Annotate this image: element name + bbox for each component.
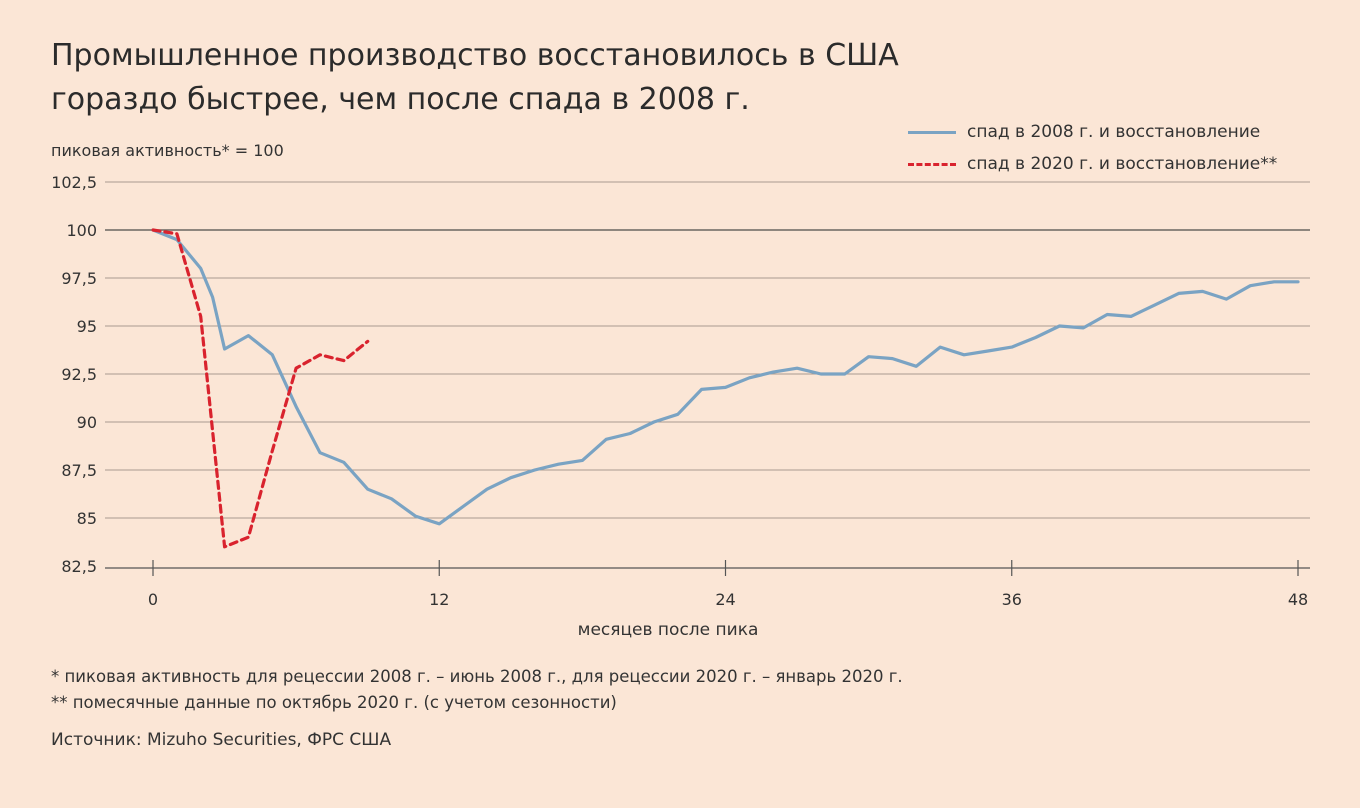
y-tick-label: 102,5 xyxy=(51,173,97,192)
legend-swatch-solid xyxy=(908,130,956,134)
footnote-2: ** помесячные данные по октябрь 2020 г. … xyxy=(51,693,617,712)
series-line-2020 xyxy=(151,228,370,549)
chart-title-line2: гораздо быстрее, чем после спада в 2008 … xyxy=(51,82,750,117)
y-tick-label: 97,5 xyxy=(61,269,97,288)
y-tick-label: 90 xyxy=(77,413,97,432)
footnote-1: * пиковая активность для рецессии 2008 г… xyxy=(51,667,903,686)
y-tick-label: 95 xyxy=(77,317,97,336)
y-axis-label: пиковая активность* = 100 xyxy=(51,141,284,160)
x-axis-label: месяцев после пика xyxy=(578,620,759,640)
x-tick-label: 36 xyxy=(1002,590,1022,609)
legend-label-2020: спад в 2020 г. и восстановление** xyxy=(967,154,1278,174)
legend-item-2008: спад в 2008 г. и восстановление xyxy=(908,116,1277,148)
y-tick-label: 85 xyxy=(77,509,97,528)
legend-label-2008: спад в 2008 г. и восстановление xyxy=(967,122,1261,142)
source-note: Источник: Mizuho Securities, ФРС США xyxy=(51,730,392,750)
chart-title-line1: Промышленное производство восстановилось… xyxy=(51,38,899,73)
x-tick-label: 0 xyxy=(148,590,158,609)
y-tick-label: 82,5 xyxy=(61,557,97,576)
footnotes: * пиковая активность для рецессии 2008 г… xyxy=(51,664,903,716)
legend-swatch-dashed xyxy=(908,162,956,166)
legend-item-2020: спад в 2020 г. и восстановление** xyxy=(908,148,1277,180)
y-tick-label: 100 xyxy=(66,221,97,240)
y-tick-label: 87,5 xyxy=(61,461,97,480)
x-tick-label: 48 xyxy=(1288,590,1308,609)
chart-title: Промышленное производство восстановилось… xyxy=(51,34,951,122)
y-tick-label: 92,5 xyxy=(61,365,97,384)
chart-legend: спад в 2008 г. и восстановление спад в 2… xyxy=(908,116,1277,180)
series-line-2008 xyxy=(151,228,1300,526)
x-tick-label: 24 xyxy=(715,590,735,609)
x-tick-label: 12 xyxy=(429,590,449,609)
